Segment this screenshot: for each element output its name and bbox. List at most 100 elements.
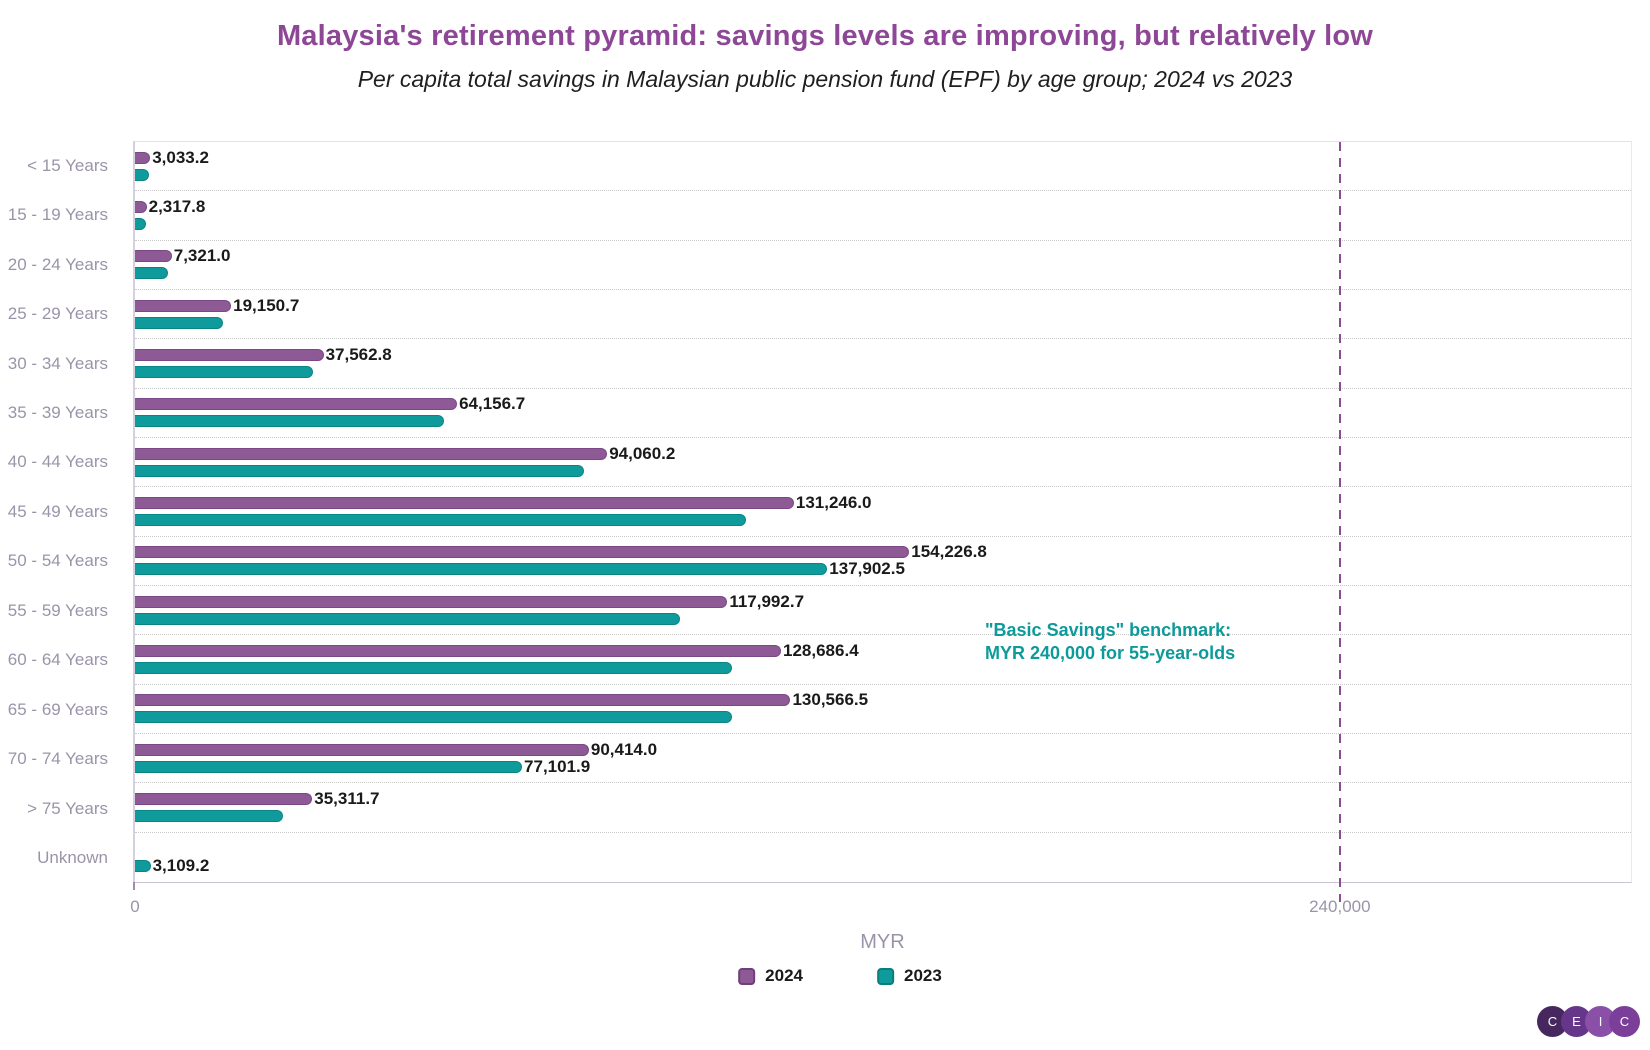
x-axis-zero-tick-mark (133, 882, 135, 890)
chart-row: 94,060.2 (135, 438, 1631, 488)
bar-2024 (135, 348, 324, 361)
bar-2023 (135, 365, 314, 378)
bar-slot-2024: 128,686.4 (135, 642, 1631, 659)
chart-row: 3,033.2 (135, 142, 1631, 192)
bar-2024 (135, 151, 151, 164)
bar-value-label: 3,109.2 (152, 855, 210, 875)
bar-2023 (135, 711, 733, 724)
bar-2024 (135, 546, 910, 559)
bar-slot-2024: 19,150.7 (135, 295, 1631, 315)
bar-value-label: 94,060.2 (609, 443, 676, 463)
bar-slot-2023 (135, 513, 1631, 527)
y-axis-label: 30 - 34 Years (7, 353, 108, 373)
chart-row: 154,226.8 137,902.5 (135, 537, 1631, 586)
benchmark-dashed-line (1338, 142, 1341, 902)
chart-row: 64,156.7 (135, 389, 1631, 438)
chart-row: 117,992.7 (135, 586, 1631, 636)
chart-row: 3,109.2 (135, 833, 1631, 882)
bar-2023 (135, 513, 747, 526)
y-axis-label: 50 - 54 Years (7, 551, 108, 571)
benchmark-annotation-line1: "Basic Savings" benchmark: (985, 620, 1232, 640)
bar-2024 (135, 496, 794, 509)
bar-slot-2024: 94,060.2 (135, 443, 1631, 463)
bar-value-label: 7,321.0 (173, 246, 231, 266)
y-axis-label: < 15 Years (27, 155, 108, 175)
bar-slot-2023: 137,902.5 (135, 559, 1631, 579)
ceic-logo-circle: E (1561, 1006, 1592, 1037)
bar-2023 (135, 661, 733, 674)
bar-2024 (135, 398, 458, 411)
bar-slot-2024: 130,566.5 (135, 691, 1631, 708)
y-axis-label: 70 - 74 Years (7, 749, 108, 769)
bar-value-label: 154,226.8 (911, 542, 987, 562)
bar-value-label: 35,311.7 (314, 788, 380, 808)
legend-item-2024: 2024 (738, 966, 803, 986)
bar-slot-2023 (135, 217, 1631, 231)
bar-value-label: 2,317.8 (148, 196, 206, 216)
y-axis-label: 20 - 24 Years (7, 254, 108, 274)
x-tick-label-zero: 0 (130, 897, 140, 916)
bar-value-label: 64,156.7 (459, 394, 526, 414)
y-axis-label: Unknown (37, 848, 108, 868)
bar-slot-2024: 2,317.8 (135, 196, 1631, 216)
y-axis-label: 45 - 49 Years (7, 501, 108, 521)
legend-item-2023: 2023 (877, 966, 942, 986)
bar-slot-2023: 3,109.2 (135, 855, 1631, 875)
bar-value-label: 137,902.5 (829, 559, 905, 579)
bar-2024 (135, 200, 147, 213)
benchmark-annotation: "Basic Savings" benchmark: MYR 240,000 f… (985, 619, 1235, 665)
chart-row: 19,150.7 (135, 290, 1631, 340)
chart-row: 7,321.0 (135, 241, 1631, 290)
bar-slot-2023 (135, 168, 1631, 182)
y-axis-label: 40 - 44 Years (7, 452, 108, 472)
bar-slot-2023 (135, 612, 1631, 626)
chart-row: 35,311.7 (135, 783, 1631, 833)
legend-label: 2024 (765, 966, 803, 985)
bar-slot-2024: 7,321.0 (135, 246, 1631, 266)
ceic-logo-circle: C (1609, 1006, 1640, 1037)
bar-slot-2024: 64,156.7 (135, 394, 1631, 414)
y-axis-label: 35 - 39 Years (7, 402, 108, 422)
bar-value-label: 3,033.2 (152, 147, 209, 167)
bar-slot-2023 (135, 710, 1631, 724)
bar-2024 (135, 694, 791, 707)
bar-2024 (135, 743, 589, 756)
bar-value-label: 90,414.0 (590, 739, 658, 759)
y-axis-label: > 75 Years (27, 798, 108, 818)
legend-label: 2023 (904, 966, 942, 985)
y-axis-label: 60 - 64 Years (7, 650, 108, 670)
chart-row: 37,562.8 (135, 339, 1631, 389)
legend: 2024 2023 (738, 966, 942, 986)
bar-slot-2024: 3,033.2 (135, 147, 1631, 167)
bar-2023 (135, 760, 523, 773)
y-axis-labels: < 15 Years 15 - 19 Years 20 - 24 Years 25 -… (0, 141, 108, 883)
bar-slot-2023 (135, 316, 1631, 330)
bar-value-label: 77,101.9 (524, 756, 591, 776)
bar-slot-2023 (135, 661, 1631, 675)
bar-2023 (135, 316, 223, 329)
chart-row: 131,246.0 (135, 487, 1631, 537)
bar-2024 (135, 299, 232, 312)
bar-slot-2023: 77,101.9 (135, 756, 1631, 776)
bar-slot-2024 (135, 842, 1631, 856)
bar-2024 (135, 595, 728, 608)
bar-value-label: 37,562.8 (325, 344, 392, 364)
bar-2024 (135, 250, 172, 263)
chart-row: 128,686.4 (135, 635, 1631, 685)
bar-slot-2024: 90,414.0 (135, 739, 1631, 759)
bar-value-label: 19,150.7 (233, 295, 300, 315)
legend-swatch-icon (877, 967, 894, 985)
chart-row: 2,317.8 (135, 191, 1631, 241)
bar-slot-2023 (135, 414, 1631, 428)
bar-slot-2024: 131,246.0 (135, 494, 1631, 511)
bar-slot-2023 (135, 464, 1631, 478)
chart-row: 90,414.0 77,101.9 (135, 734, 1631, 784)
bar-2023 (135, 859, 151, 872)
bar-slot-2023 (135, 809, 1631, 823)
chart-row: 130,566.5 (135, 685, 1631, 734)
bar-2024 (135, 644, 782, 657)
chart-subtitle: Per capita total savings in Malaysian pu… (357, 66, 1293, 92)
bar-2023 (135, 168, 149, 181)
plot-area: "Basic Savings" benchmark: MYR 240,000 f… (130, 141, 1632, 916)
